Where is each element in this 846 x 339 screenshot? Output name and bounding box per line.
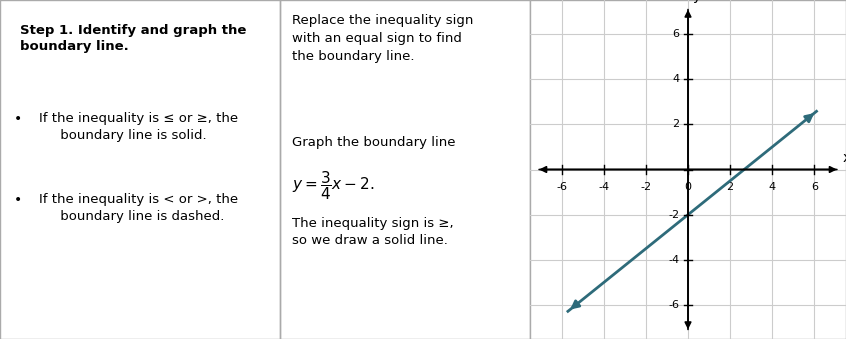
Text: 4: 4 — [673, 74, 679, 84]
Text: -4: -4 — [598, 182, 609, 192]
Text: -2: -2 — [640, 182, 651, 192]
Text: •: • — [14, 193, 22, 207]
Text: $y = \dfrac{3}{4}x - 2.$: $y = \dfrac{3}{4}x - 2.$ — [293, 170, 375, 202]
Text: x: x — [843, 151, 846, 165]
Text: If the inequality is < or >, the
     boundary line is dashed.: If the inequality is < or >, the boundar… — [39, 193, 239, 223]
Text: 6: 6 — [811, 182, 818, 192]
Text: y: y — [692, 0, 700, 3]
Text: 2: 2 — [727, 182, 733, 192]
Text: Step 1. Identify and graph the
boundary line.: Step 1. Identify and graph the boundary … — [19, 24, 246, 53]
Text: -4: -4 — [668, 255, 679, 265]
Text: The inequality sign is ≥,
so we draw a solid line.: The inequality sign is ≥, so we draw a s… — [293, 217, 454, 247]
Text: -6: -6 — [556, 182, 567, 192]
Text: -6: -6 — [668, 300, 679, 310]
Text: 6: 6 — [673, 29, 679, 39]
Text: Replace the inequality sign
with an equal sign to find
the boundary line.: Replace the inequality sign with an equa… — [293, 14, 474, 63]
Text: •: • — [14, 112, 22, 126]
Text: -2: -2 — [668, 210, 679, 220]
Text: Graph the boundary line: Graph the boundary line — [293, 136, 456, 148]
Text: If the inequality is ≤ or ≥, the
     boundary line is solid.: If the inequality is ≤ or ≥, the boundar… — [39, 112, 239, 142]
Text: 4: 4 — [769, 182, 776, 192]
Text: 0: 0 — [684, 182, 691, 192]
Text: 2: 2 — [673, 119, 679, 129]
